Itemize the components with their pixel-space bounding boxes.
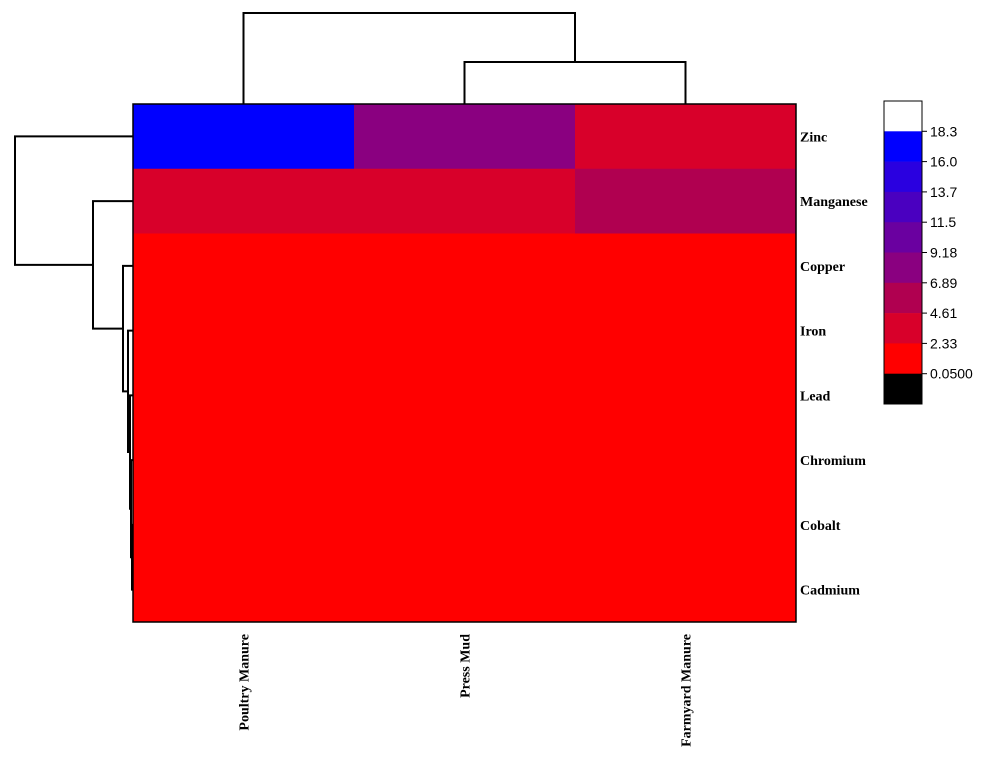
- heatmap-cell-zinc-poultry-manure: [133, 104, 355, 170]
- heatmap-cell-cadmium-press-mud: [354, 557, 576, 623]
- row-label-iron: Iron: [800, 325, 826, 340]
- heatmap-cell-iron-farmyard-manure: [575, 298, 797, 364]
- row-label-manganese: Manganese: [800, 195, 868, 210]
- colorbar-band: [884, 313, 922, 344]
- column-label-poultry-manure: Poultry Manure: [238, 634, 253, 731]
- heatmap-cell-cobalt-press-mud: [354, 492, 576, 558]
- heatmap-cell-zinc-press-mud: [354, 104, 576, 170]
- colorbar-tick-label: 4.61: [930, 305, 957, 321]
- colorbar-tick-label: 6.89: [930, 275, 957, 291]
- colorbar-tick-label: 16.0: [930, 154, 957, 170]
- colorbar-tick-label: 13.7: [930, 184, 957, 200]
- row-dendrogram-branch-manganese: [92, 200, 133, 330]
- heatmap-cell-iron-press-mud: [354, 298, 576, 364]
- colorbar-tick-label: 2.33: [930, 335, 957, 351]
- row-labels: Zinc Manganese Copper Iron Lead Chromium Cobal…: [800, 130, 868, 598]
- column-dendrogram-branch-root: [242, 12, 576, 104]
- heatmap-cell-copper-press-mud: [354, 233, 576, 299]
- row-label-lead: Lead: [800, 389, 831, 404]
- row-dendrogram: [14, 135, 133, 591]
- heatmap-cell-manganese-farmyard-manure: [575, 168, 797, 234]
- heatmap-cell-lead-farmyard-manure: [575, 363, 797, 429]
- heatmap-cell-iron-poultry-manure: [133, 298, 355, 364]
- heatmap-cell-manganese-press-mud: [354, 168, 576, 234]
- heatmap-cell-copper-poultry-manure: [133, 233, 355, 299]
- colorbar-tick-label: 11.5: [930, 214, 956, 230]
- colorbar-band: [884, 131, 922, 162]
- heatmap-cell-cobalt-farmyard-manure: [575, 492, 797, 558]
- heatmap-cell-cadmium-farmyard-manure: [575, 557, 797, 623]
- colorbar-band: [884, 373, 922, 405]
- heatmap-cell-cobalt-poultry-manure: [133, 492, 355, 558]
- heatmap-cell-chromium-poultry-manure: [133, 427, 355, 493]
- heatmap-cells: [133, 104, 797, 623]
- row-dendrogram-branch-zinc: [14, 135, 133, 266]
- colorbar-tick-label: 9.18: [930, 245, 957, 261]
- heatmap-cell-lead-poultry-manure: [133, 363, 355, 429]
- heatmap-cell-cadmium-poultry-manure: [133, 557, 355, 623]
- column-dendrogram: [242, 12, 687, 104]
- row-label-zinc: Zinc: [800, 130, 827, 145]
- heatmap-cell-lead-press-mud: [354, 363, 576, 429]
- row-label-copper: Copper: [800, 260, 845, 275]
- colorbar-band: [884, 343, 922, 374]
- colorbar-tick-label: 0.0500: [930, 366, 973, 382]
- heatmap-cell-manganese-poultry-manure: [133, 168, 355, 234]
- column-labels: Poultry Manure Press Mud Farmyard Manure: [238, 634, 695, 747]
- colorbar-band: [884, 252, 922, 284]
- colorbar-band: [884, 282, 922, 314]
- heatmap-cell-chromium-press-mud: [354, 427, 576, 493]
- heatmap-cell-copper-farmyard-manure: [575, 233, 797, 299]
- colorbar-band: [884, 222, 922, 253]
- colorbar-band: [884, 101, 922, 132]
- colorbar-band: [884, 191, 922, 223]
- column-label-press-mud: Press Mud: [459, 634, 474, 698]
- row-label-chromium: Chromium: [800, 454, 866, 469]
- colorbar-tick-label: 18.3: [930, 123, 957, 139]
- column-label-farmyard-manure: Farmyard Manure: [680, 634, 695, 747]
- heatmap-frame: [132, 103, 797, 623]
- row-label-cobalt: Cobalt: [800, 519, 841, 534]
- column-dendrogram-branch-pressmud-farmyard: [463, 61, 687, 104]
- heatmap-cell-chromium-farmyard-manure: [575, 427, 797, 493]
- colorbar: 18.3 16.0 13.7 11.5 9.18 6.89 4.61 2.33 0.0500: [883, 100, 973, 405]
- heatmap-cell-zinc-farmyard-manure: [575, 104, 797, 170]
- colorbar-band: [884, 161, 922, 193]
- row-label-cadmium: Cadmium: [800, 584, 860, 599]
